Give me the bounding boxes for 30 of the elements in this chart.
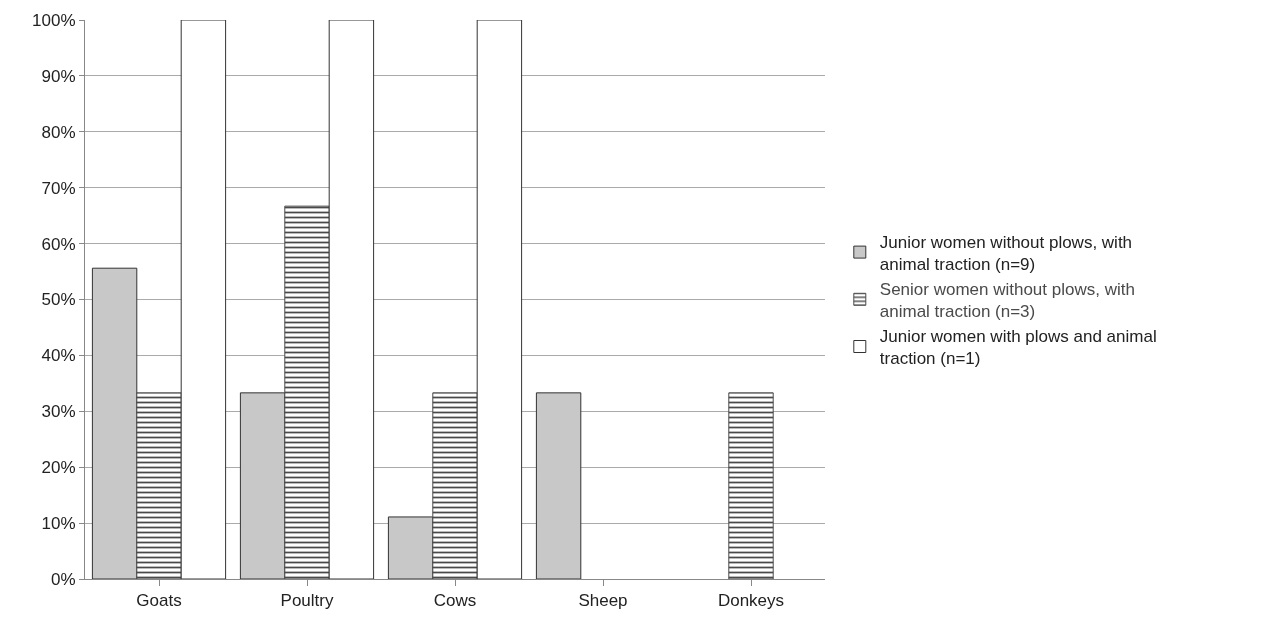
y-tick-label: 40%	[41, 346, 76, 366]
y-tick-label: 60%	[41, 234, 76, 254]
y-tick-label: 20%	[41, 458, 76, 478]
y-tick-label: 70%	[41, 178, 76, 198]
x-tick-label: Sheep	[578, 591, 628, 611]
y-tick-label: 30%	[41, 402, 76, 422]
x-tick-label: Goats	[136, 591, 182, 611]
x-tick-label: Poultry	[280, 591, 334, 611]
bar	[432, 392, 478, 579]
bar	[387, 516, 434, 579]
x-tick-label: Donkeys	[717, 591, 785, 611]
bar	[91, 267, 138, 579]
bar	[535, 392, 582, 579]
bar	[728, 392, 774, 579]
bar	[284, 205, 330, 579]
bar	[180, 20, 227, 579]
bar	[136, 392, 182, 579]
y-tick-label: 50%	[41, 290, 76, 310]
y-tick-label: 80%	[41, 122, 76, 142]
bar	[328, 20, 375, 579]
y-tick-label: 10%	[41, 514, 76, 534]
bar	[476, 20, 523, 579]
y-tick-label: 0%	[51, 569, 76, 589]
legend-label: Junior women with plows and animal traction (n=1)	[879, 327, 1157, 369]
y-tick-label: 100%	[32, 10, 76, 30]
x-tick-label: Cows	[433, 591, 477, 611]
y-tick-label: 90%	[41, 66, 76, 86]
legend-label: Junior women without plows, with animal traction (n=9)	[879, 232, 1133, 274]
text: Senior women without plows, with animal traction (n=3)	[879, 279, 1135, 321]
bar	[239, 392, 286, 579]
